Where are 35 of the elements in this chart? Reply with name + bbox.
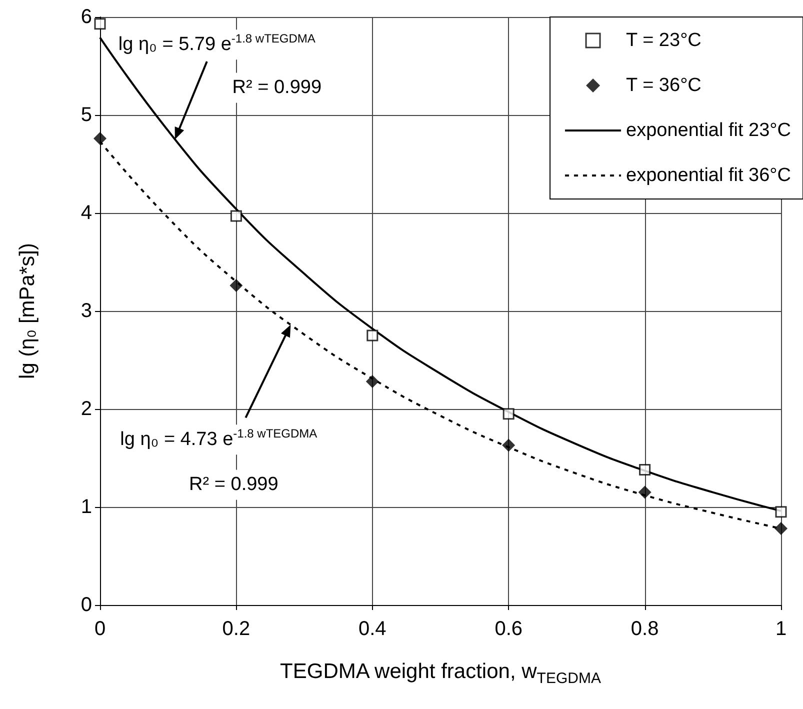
y-tick-label: 4 <box>80 202 92 224</box>
y-tick-label: 3 <box>80 300 92 322</box>
x-tick-label: 0.8 <box>630 618 659 640</box>
y-axis-title: lg (η₀ [mPa*s]) <box>16 243 39 379</box>
point <box>775 506 787 518</box>
x-tick-label: 0 <box>94 618 106 640</box>
point <box>366 375 379 388</box>
legend-label: exponential fit 36°C <box>626 165 792 186</box>
x-tick-label: 0.4 <box>358 618 386 640</box>
x-tick-label: 0.6 <box>494 618 523 640</box>
y-tick-label: 1 <box>80 496 92 518</box>
point <box>94 132 106 146</box>
point <box>230 279 243 292</box>
legend-label: T = 23°C <box>626 30 702 51</box>
point <box>774 522 788 536</box>
point <box>638 486 652 499</box>
annotation: R² = 0.999 <box>232 72 322 103</box>
annotation: R² = 0.999 <box>189 470 278 500</box>
point <box>94 18 106 30</box>
legend-label: T = 36°C <box>626 75 702 96</box>
y-tick-label: 2 <box>80 398 92 420</box>
point <box>639 464 651 476</box>
annotation: lg η₀ = 4.73 e$^{-1.8 wTEGDMA}$ <box>120 424 318 456</box>
annotation: lg η₀ = 5.79 e$^{-1.8 wTEGDMA}$ <box>118 29 316 60</box>
y-tick-label: 0 <box>80 594 92 616</box>
x-axis-title: TEGDMA weight fraction, w$_{TEGDMA}$ <box>280 660 601 688</box>
x-tick-label: 1 <box>775 618 787 640</box>
point <box>230 210 242 222</box>
legend-label: exponential fit 23°C <box>626 120 792 141</box>
point <box>366 330 378 342</box>
point <box>502 408 514 420</box>
point <box>502 438 516 452</box>
x-tick-label: 0.2 <box>222 618 250 640</box>
y-tick-label: 6 <box>80 6 92 28</box>
y-tick-label: 5 <box>80 104 92 126</box>
